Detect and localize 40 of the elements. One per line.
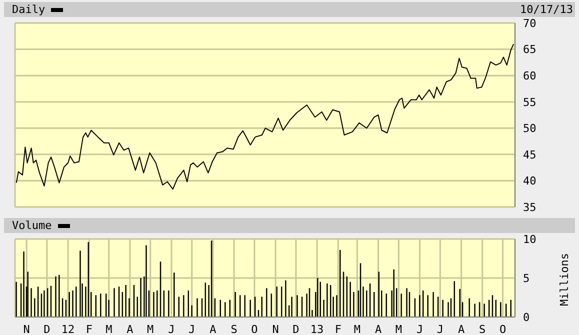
x-tick-label: M bbox=[395, 322, 402, 335]
line-series bbox=[16, 44, 514, 190]
x-tick-label: M bbox=[354, 322, 361, 335]
x-tick-label: A bbox=[374, 322, 382, 335]
x-tick-label: F bbox=[86, 322, 92, 335]
x-tick-label: O bbox=[499, 322, 506, 335]
y-tick-label: 50 bbox=[523, 122, 536, 136]
y-tick-label: 40 bbox=[523, 174, 536, 188]
y-tick-label: 70 bbox=[523, 16, 536, 30]
y-tick-label: 45 bbox=[523, 148, 536, 162]
x-tick-label: A bbox=[458, 322, 465, 335]
x-tick-label: J bbox=[436, 322, 444, 335]
x-tick-label: N bbox=[23, 322, 30, 335]
y-tick-label: 5 bbox=[523, 272, 530, 285]
x-tick-label: M bbox=[106, 322, 113, 335]
legend-label: Volume bbox=[12, 218, 52, 233]
x-tick-label: S bbox=[230, 322, 238, 335]
text: 10/17/13 bbox=[520, 2, 573, 17]
x-tick-label: A bbox=[210, 322, 217, 335]
y-tick-label: 65 bbox=[523, 43, 536, 56]
x-tick-label: 12 bbox=[61, 322, 75, 335]
x-tick-label: D bbox=[44, 322, 50, 335]
x-tick-label: F bbox=[334, 322, 342, 335]
x-tick-label: N bbox=[272, 322, 279, 335]
y-axis-title: Millions bbox=[558, 252, 571, 306]
legend-label: Daily bbox=[12, 2, 46, 17]
x-tick-label: M bbox=[147, 322, 154, 335]
x-tick-label: D bbox=[292, 322, 300, 335]
y-tick-label: 10 bbox=[523, 232, 536, 246]
y-tick-label: 0 bbox=[523, 310, 530, 324]
y-tick-label: 35 bbox=[523, 200, 536, 214]
x-tick-label: O bbox=[251, 322, 258, 335]
x-tick-label: J bbox=[168, 322, 175, 335]
x-tick-label: 13 bbox=[310, 322, 324, 335]
x-tick-label: J bbox=[188, 322, 196, 335]
x-tick-label: A bbox=[126, 322, 134, 335]
x-tick-label: J bbox=[416, 322, 424, 335]
y-tick-label: 55 bbox=[523, 96, 536, 109]
x-tick-label: S bbox=[479, 322, 486, 335]
y-tick-label: 60 bbox=[523, 69, 536, 82]
